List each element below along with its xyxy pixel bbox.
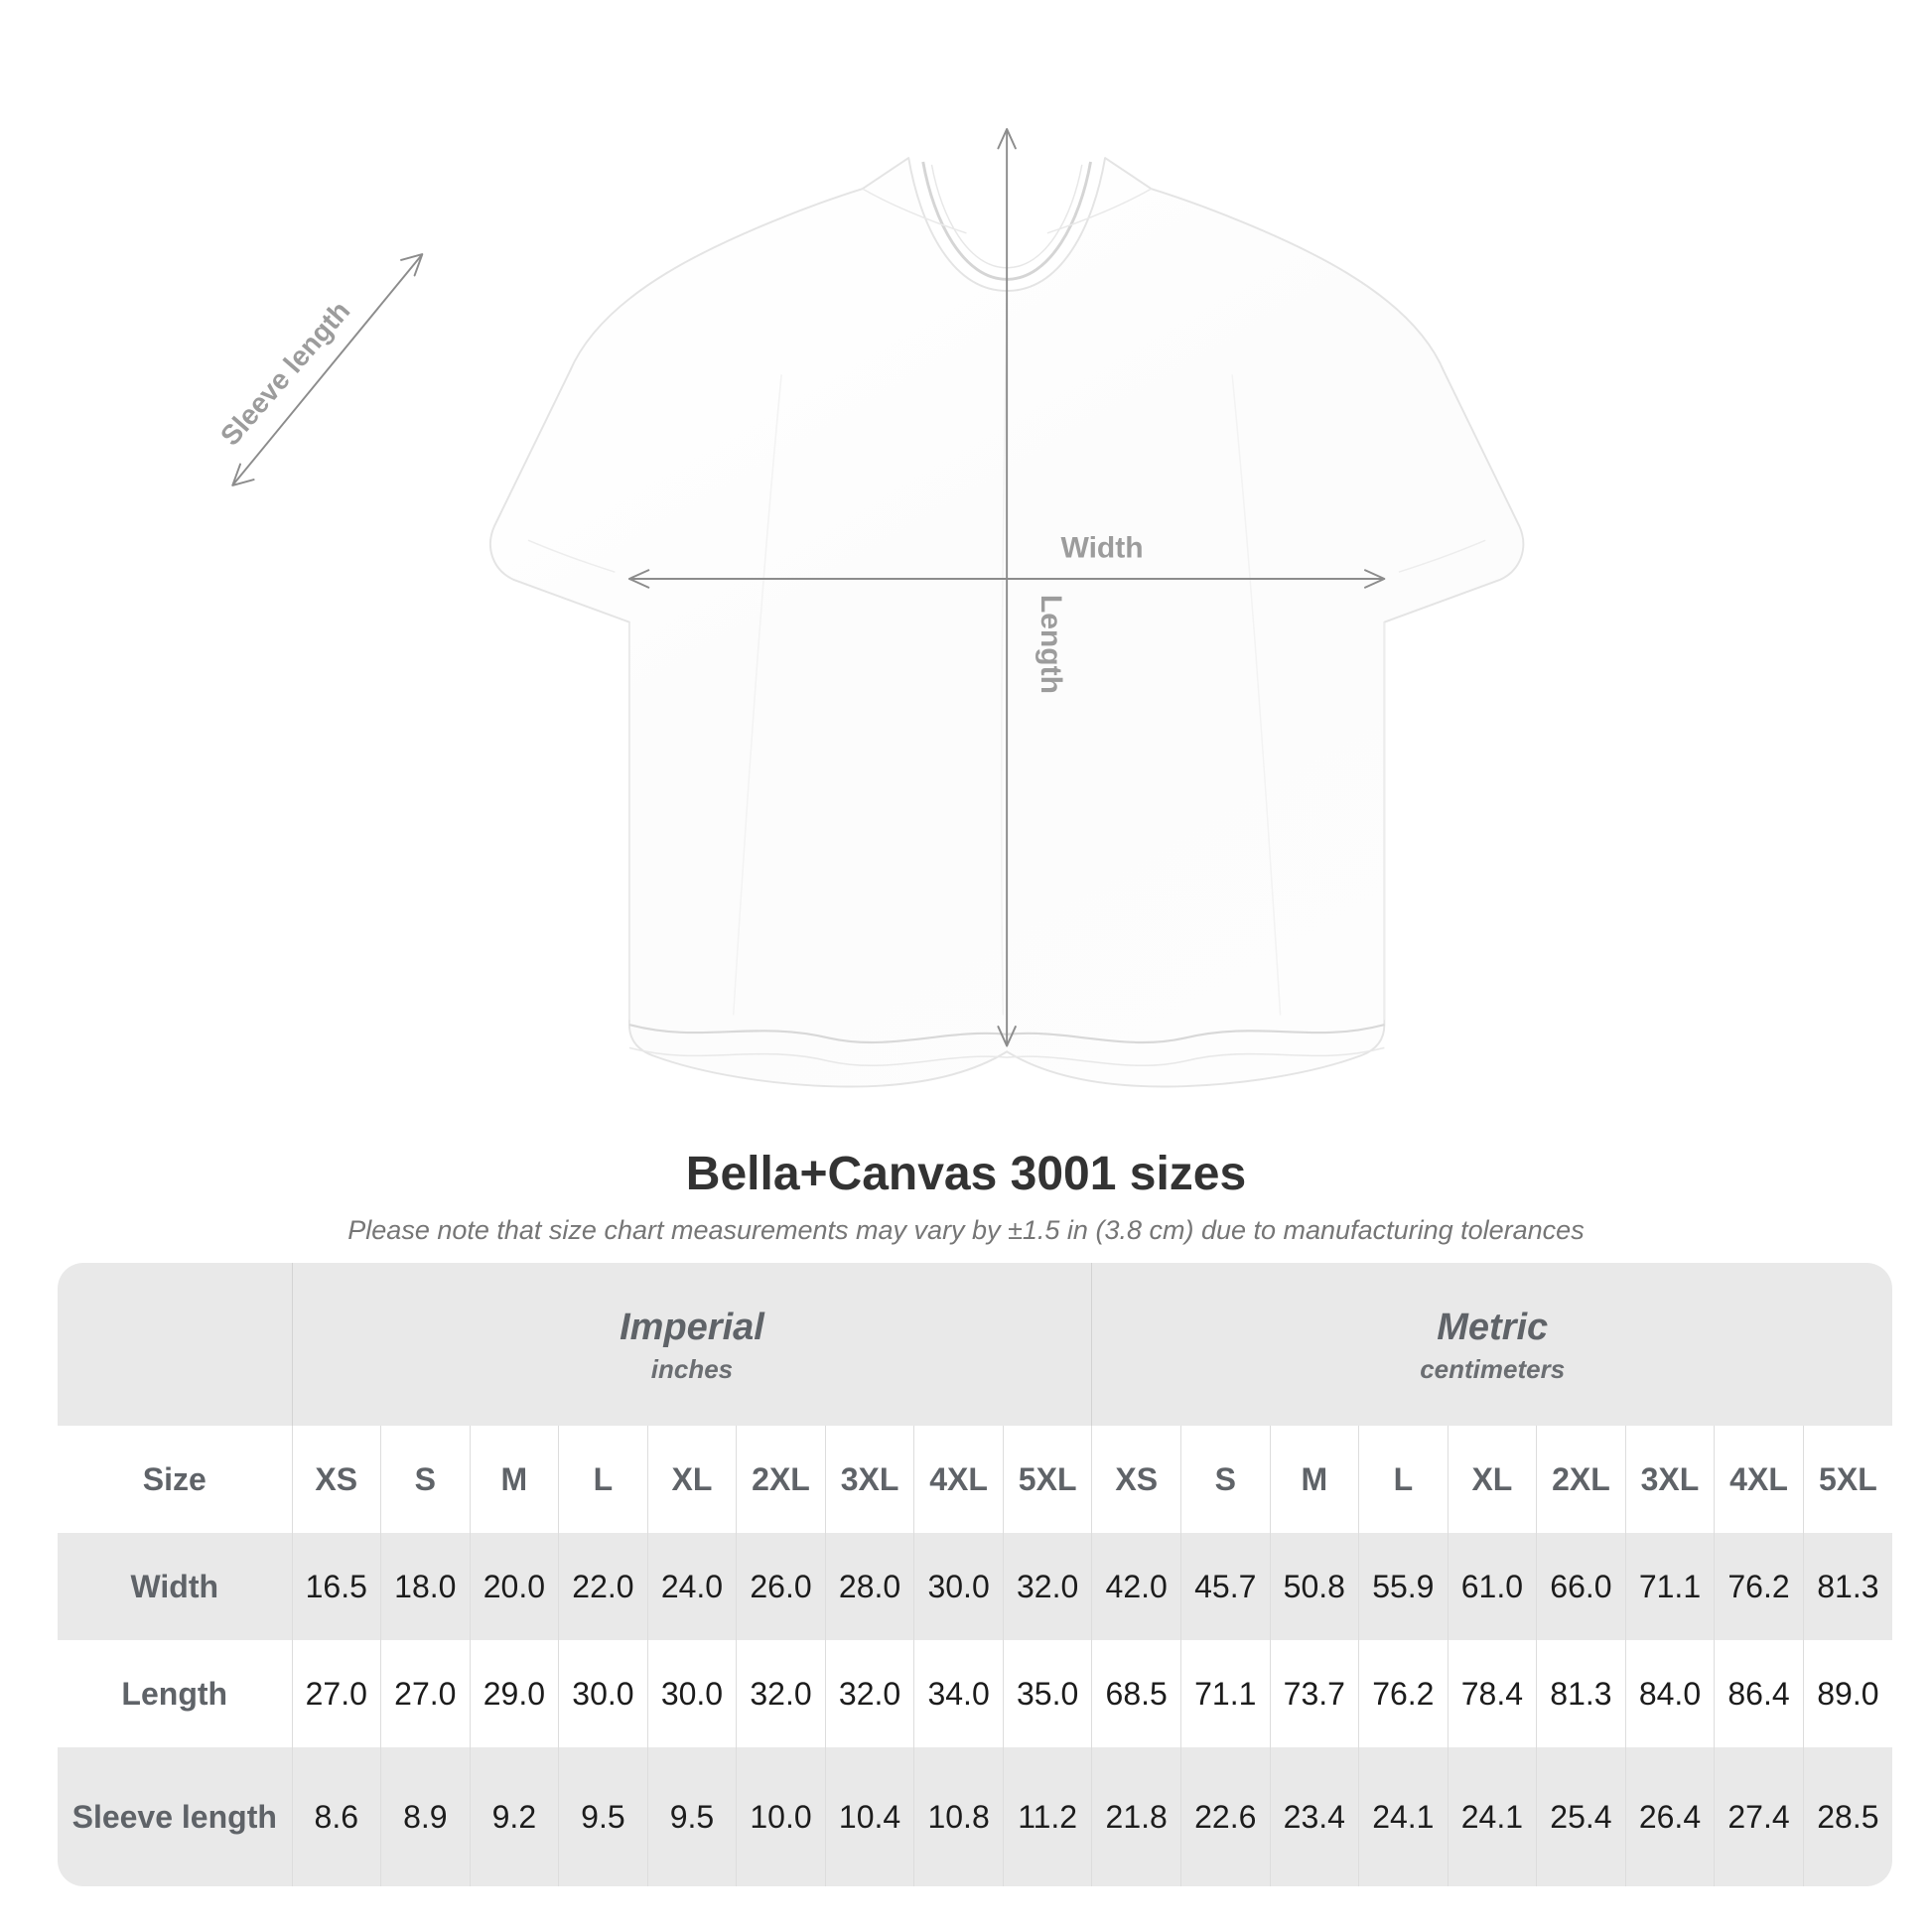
svg-text:Length: Length bbox=[1035, 595, 1067, 694]
svg-text:Width: Width bbox=[1060, 532, 1143, 565]
svg-text:Sleeve length: Sleeve length bbox=[214, 295, 355, 451]
